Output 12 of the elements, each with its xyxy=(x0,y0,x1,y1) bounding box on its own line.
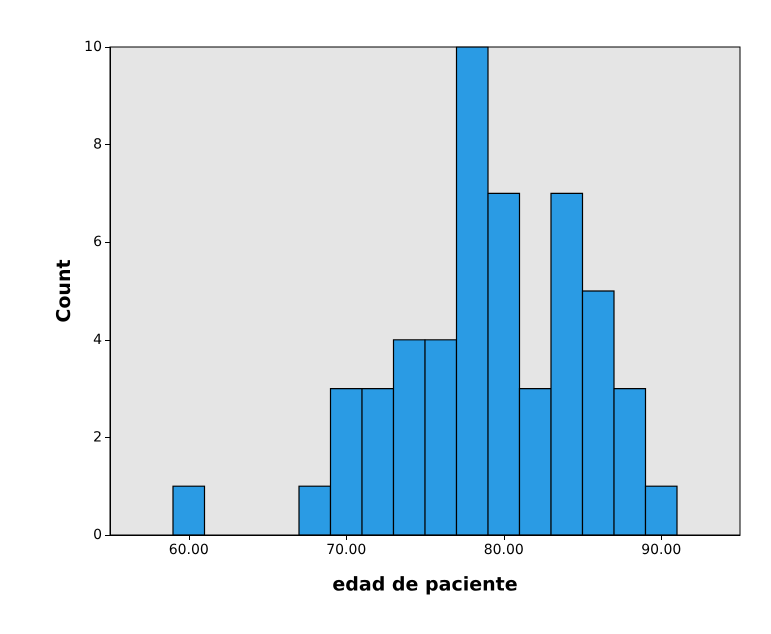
x-tick-label: 70.00 xyxy=(326,542,366,558)
y-tick-label: 0 xyxy=(93,527,102,543)
y-tick-label: 2 xyxy=(93,429,102,446)
x-tick-label: 80.00 xyxy=(484,542,524,558)
x-axis-title: edad de paciente xyxy=(332,574,518,596)
x-tick-label: 60.00 xyxy=(168,542,209,558)
x-tick-label: 90.00 xyxy=(641,542,682,558)
y-tick-label: 8 xyxy=(93,136,102,153)
y-tick-label: 10 xyxy=(84,39,102,55)
y-tick-label: 4 xyxy=(93,332,102,348)
y-axis-title: Count xyxy=(52,259,75,323)
y-tick-label: 6 xyxy=(93,234,102,250)
